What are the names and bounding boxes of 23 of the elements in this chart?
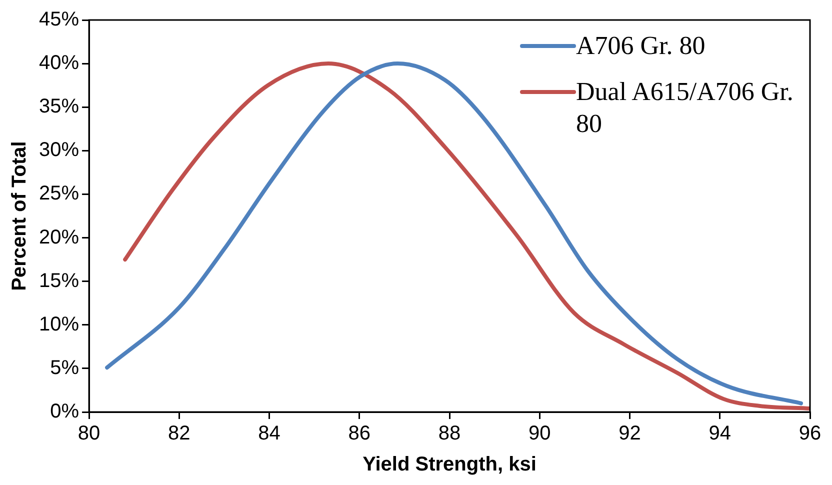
x-tick-label: 96	[798, 422, 822, 445]
x-tick-label: 80	[78, 422, 100, 445]
y-tick-label: 45%	[39, 8, 80, 31]
y-tick-label: 30%	[39, 139, 80, 162]
y-tick-label: 5%	[50, 356, 80, 379]
y-tick-label: 0%	[50, 400, 80, 423]
y-tick-label: 20%	[39, 226, 80, 248]
y-tick-label: 40%	[39, 52, 80, 74]
y-tick-label: 15%	[39, 270, 80, 292]
x-tick-label: 94	[708, 422, 732, 445]
x-tick-label: 88	[438, 422, 461, 445]
x-tick-label: 90	[528, 422, 551, 445]
x-axis-title: Yield Strength, ksi	[362, 454, 536, 476]
x-tick-label: 82	[168, 422, 190, 445]
x-tick-label: 92	[618, 422, 641, 445]
x-tick-label: 84	[258, 422, 280, 445]
legend-label: A706 Gr. 80	[576, 30, 706, 62]
y-tick-label: 25%	[39, 182, 80, 205]
legend-label: Dual A615/A706 Gr. 80	[576, 76, 794, 140]
x-tick-label: 86	[348, 422, 371, 445]
y-axis-title: Percent of Total	[8, 141, 31, 291]
y-tick-label: 35%	[39, 96, 80, 118]
y-tick-label: 10%	[39, 313, 80, 336]
